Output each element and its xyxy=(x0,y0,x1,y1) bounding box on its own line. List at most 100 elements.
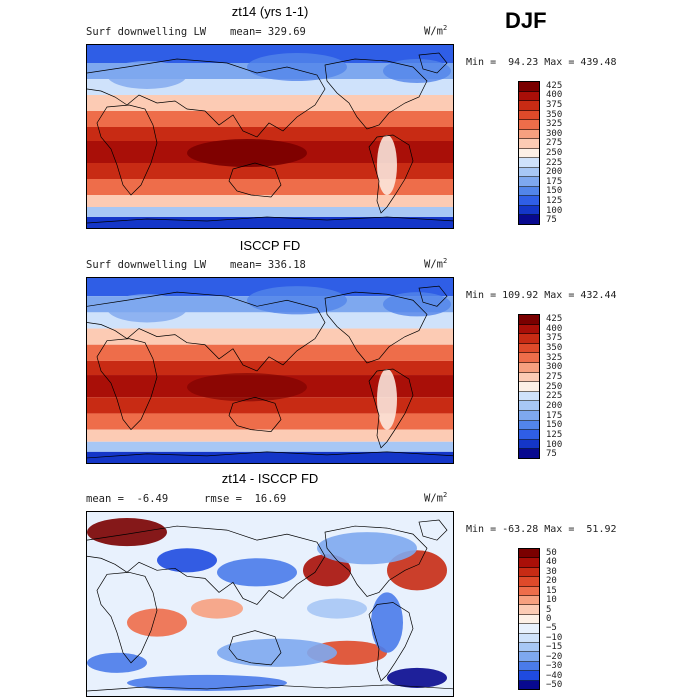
colorbar-swatch xyxy=(519,652,539,662)
colorbar-swatch xyxy=(519,82,539,92)
panel-1-minmax: Min = 94.23 Max = 439.48 xyxy=(466,57,617,68)
panel-2-units: W/m2 xyxy=(424,257,448,271)
colorbar-swatch xyxy=(519,430,539,440)
colorbar-swatch xyxy=(519,449,539,458)
panel-3-rmse-label: rmse = 16.69 xyxy=(204,493,287,505)
colorbar-label: 20 xyxy=(546,576,557,587)
colorbar-label: 350 xyxy=(546,342,563,353)
colorbar-swatch xyxy=(519,177,539,187)
panel-2-title: ISCCP FD xyxy=(239,238,301,253)
colorbar-swatch xyxy=(519,186,539,197)
colorbar-swatch xyxy=(519,101,539,111)
panel-1-mean-label: mean= 329.69 xyxy=(230,26,306,38)
colorbar-swatch xyxy=(519,139,539,149)
colorbar-swatch xyxy=(519,343,539,354)
colorbar-swatch xyxy=(519,148,539,159)
colorbar-label: 250 xyxy=(546,148,563,158)
colorbar-label: 150 xyxy=(546,420,563,431)
colorbar-swatch xyxy=(519,624,539,634)
colorbar-label: 350 xyxy=(546,109,563,120)
colorbar-swatch xyxy=(519,586,539,597)
colorbar-label: 100 xyxy=(546,439,563,450)
panel-3-title: zt14 - ISCCP FD xyxy=(221,471,319,486)
colorbar-swatch xyxy=(519,605,539,615)
colorbar-label: 40 xyxy=(546,557,557,568)
panel-1-variable-label: Surf downwelling LW xyxy=(86,26,207,38)
panel-3-units: W/m2 xyxy=(424,491,448,505)
colorbar-label: 375 xyxy=(546,333,563,344)
colorbar-label: 325 xyxy=(546,352,563,363)
colorbar-label: 0 xyxy=(546,614,552,624)
colorbar-swatch xyxy=(519,215,539,224)
colorbar-swatch xyxy=(519,382,539,392)
colorbar-label: 425 xyxy=(546,80,563,91)
panel-3-mean-label: mean = -6.49 xyxy=(86,493,169,505)
colorbar-swatch xyxy=(519,671,539,681)
colorbar-swatch xyxy=(519,158,539,168)
colorbar-label: 225 xyxy=(546,157,563,168)
panel-1-colorbar xyxy=(518,81,540,225)
colorbar-label: 150 xyxy=(546,186,563,197)
colorbar-swatch xyxy=(519,334,539,344)
colorbar-label: −5 xyxy=(546,623,557,634)
panel-1-map xyxy=(86,44,454,229)
colorbar-label: 100 xyxy=(546,205,563,216)
colorbar-swatch xyxy=(519,205,539,216)
colorbar-swatch xyxy=(519,391,539,402)
colorbar-swatch xyxy=(519,643,539,653)
colorbar-swatch xyxy=(519,91,539,102)
colorbar-swatch xyxy=(519,196,539,206)
colorbar-label: 10 xyxy=(546,595,557,606)
colorbar-label: 225 xyxy=(546,391,563,402)
colorbar-label: 400 xyxy=(546,90,563,101)
colorbar-swatch xyxy=(519,549,539,559)
colorbar-label: 175 xyxy=(546,410,563,421)
panel-2-mean-label: mean= 336.18 xyxy=(230,259,306,271)
panel-3-minmax: Min = -63.28 Max = 51.92 xyxy=(466,524,617,535)
colorbar-label: −40 xyxy=(546,670,563,681)
colorbar-label: 15 xyxy=(546,585,557,596)
colorbar-label: 325 xyxy=(546,119,563,130)
panel-1-units: W/m2 xyxy=(424,24,448,38)
colorbar-swatch xyxy=(519,614,539,625)
panel-2-variable-label: Surf downwelling LW xyxy=(86,259,207,271)
panel-2-map xyxy=(86,277,454,464)
colorbar-label: 125 xyxy=(546,429,563,440)
colorbar-label: 275 xyxy=(546,138,563,149)
colorbar-label: 250 xyxy=(546,381,563,392)
colorbar-label: 375 xyxy=(546,100,563,110)
panel-1-title: zt14 (yrs 1-1) xyxy=(231,4,309,19)
colorbar-swatch xyxy=(519,315,539,325)
colorbar-label: 30 xyxy=(546,566,557,577)
panel-3-map xyxy=(86,511,454,697)
colorbar-swatch xyxy=(519,372,539,383)
colorbar-swatch xyxy=(519,680,539,690)
colorbar-swatch xyxy=(519,596,539,606)
colorbar-label: 200 xyxy=(546,167,563,178)
colorbar-label: −10 xyxy=(546,632,563,643)
colorbar-swatch xyxy=(519,558,539,568)
season-label: DJF xyxy=(505,8,547,33)
colorbar-swatch xyxy=(519,324,539,335)
colorbar-label: 50 xyxy=(546,547,557,558)
colorbar-swatch xyxy=(519,420,539,431)
colorbar-label: 175 xyxy=(546,176,563,187)
colorbar-label: −20 xyxy=(546,651,563,662)
colorbar-label: 400 xyxy=(546,323,563,334)
panel-3-colorbar xyxy=(518,548,540,690)
colorbar-label: 75 xyxy=(546,215,557,226)
colorbar-swatch xyxy=(519,401,539,411)
colorbar-swatch xyxy=(519,167,539,178)
colorbar-swatch xyxy=(519,110,539,121)
colorbar-label: −50 xyxy=(546,680,563,691)
colorbar-swatch xyxy=(519,439,539,450)
colorbar-swatch xyxy=(519,353,539,363)
colorbar-label: 300 xyxy=(546,362,563,373)
colorbar-label: −15 xyxy=(546,642,563,653)
colorbar-swatch xyxy=(519,362,539,373)
colorbar-label: 200 xyxy=(546,400,563,411)
colorbar-swatch xyxy=(519,633,539,644)
colorbar-swatch xyxy=(519,410,539,421)
colorbar-swatch xyxy=(519,567,539,578)
colorbar-label: 425 xyxy=(546,313,563,324)
